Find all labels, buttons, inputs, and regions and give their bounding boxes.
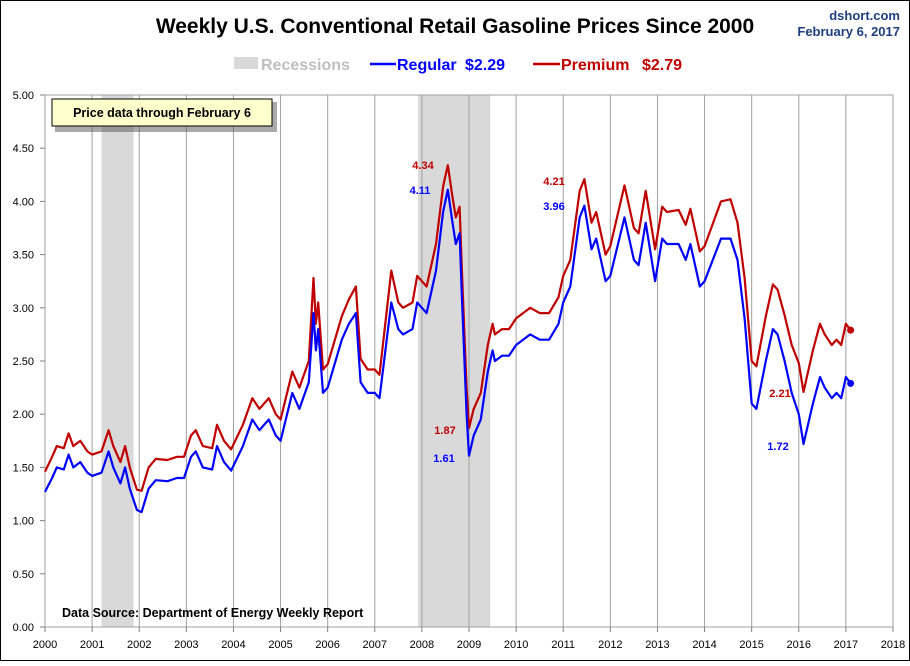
annotation-label: 1.87 (434, 425, 455, 437)
data-source: Data Source: Department of Energy Weekly… (62, 606, 364, 620)
note-box: Price data through February 6 (51, 98, 277, 132)
x-tick-label: 2009 (457, 639, 481, 651)
y-tick-label: 4.00 (13, 196, 34, 208)
y-tick-label: 1.50 (13, 462, 34, 474)
x-tick-label: 2006 (315, 639, 339, 651)
annotation-label: 3.96 (543, 201, 564, 213)
x-tick-label: 2018 (881, 639, 905, 651)
annotation-label: 1.72 (767, 441, 788, 453)
x-tick-label: 2015 (739, 639, 763, 651)
x-tick-label: 2013 (645, 639, 669, 651)
legend-recessions: Recessions (261, 57, 350, 74)
x-tick-label: 2001 (80, 639, 104, 651)
x-tick-label: 2002 (127, 639, 151, 651)
x-tick-label: 2012 (598, 639, 622, 651)
y-tick-label: 2.50 (13, 356, 34, 368)
y-tick-label: 2.00 (13, 409, 34, 421)
x-tick-label: 2005 (268, 639, 292, 651)
x-tick-label: 2017 (834, 639, 858, 651)
x-tick-label: 2011 (551, 639, 575, 651)
annotation-label: 4.34 (412, 160, 434, 172)
series-line-premium (44, 164, 852, 492)
y-tick-label: 4.50 (13, 143, 34, 155)
x-tick-label: 2010 (504, 639, 528, 651)
legend-regular: Regular (397, 57, 457, 74)
x-tick-label: 2014 (692, 639, 716, 651)
x-tick-label: 2007 (363, 639, 387, 651)
legend-regular-value: $2.29 (465, 57, 505, 74)
x-tick-label: 2003 (174, 639, 198, 651)
note-text: Price data through February 6 (73, 106, 251, 120)
annotation-label: 4.11 (410, 185, 431, 197)
date-label: February 6, 2017 (797, 24, 900, 39)
x-tick-label: 2016 (787, 639, 811, 651)
series-line-regular (44, 188, 852, 514)
annotation-label: 4.21 (543, 176, 564, 188)
legend-premium-value: $2.79 (642, 57, 682, 74)
annotation-label: 1.61 (433, 453, 454, 465)
y-tick-label: 5.00 (13, 90, 34, 102)
legend: Recessions Regular $2.29 Premium $2.79 (234, 57, 682, 74)
recession-band (418, 95, 491, 627)
x-tick-label: 2000 (33, 639, 57, 651)
recession-band (101, 95, 134, 627)
y-tick-label: 3.00 (13, 303, 34, 315)
y-tick-label: 3.50 (13, 250, 34, 262)
legend-recession-swatch (234, 57, 258, 69)
x-tick-label: 2008 (410, 639, 434, 651)
site-label: dshort.com (829, 8, 900, 23)
note-box-bg (51, 98, 273, 127)
annotation-label: 2.21 (769, 388, 790, 400)
x-tick-label: 2004 (221, 639, 245, 651)
legend-premium: Premium (561, 57, 629, 74)
series-endpoint-premium (847, 326, 855, 334)
series-endpoint-regular (847, 379, 855, 387)
chart-title: Weekly U.S. Conventional Retail Gasoline… (156, 15, 754, 38)
y-tick-label: 0.00 (13, 622, 34, 634)
y-tick-label: 1.00 (13, 516, 34, 528)
y-tick-label: 0.50 (13, 569, 34, 581)
